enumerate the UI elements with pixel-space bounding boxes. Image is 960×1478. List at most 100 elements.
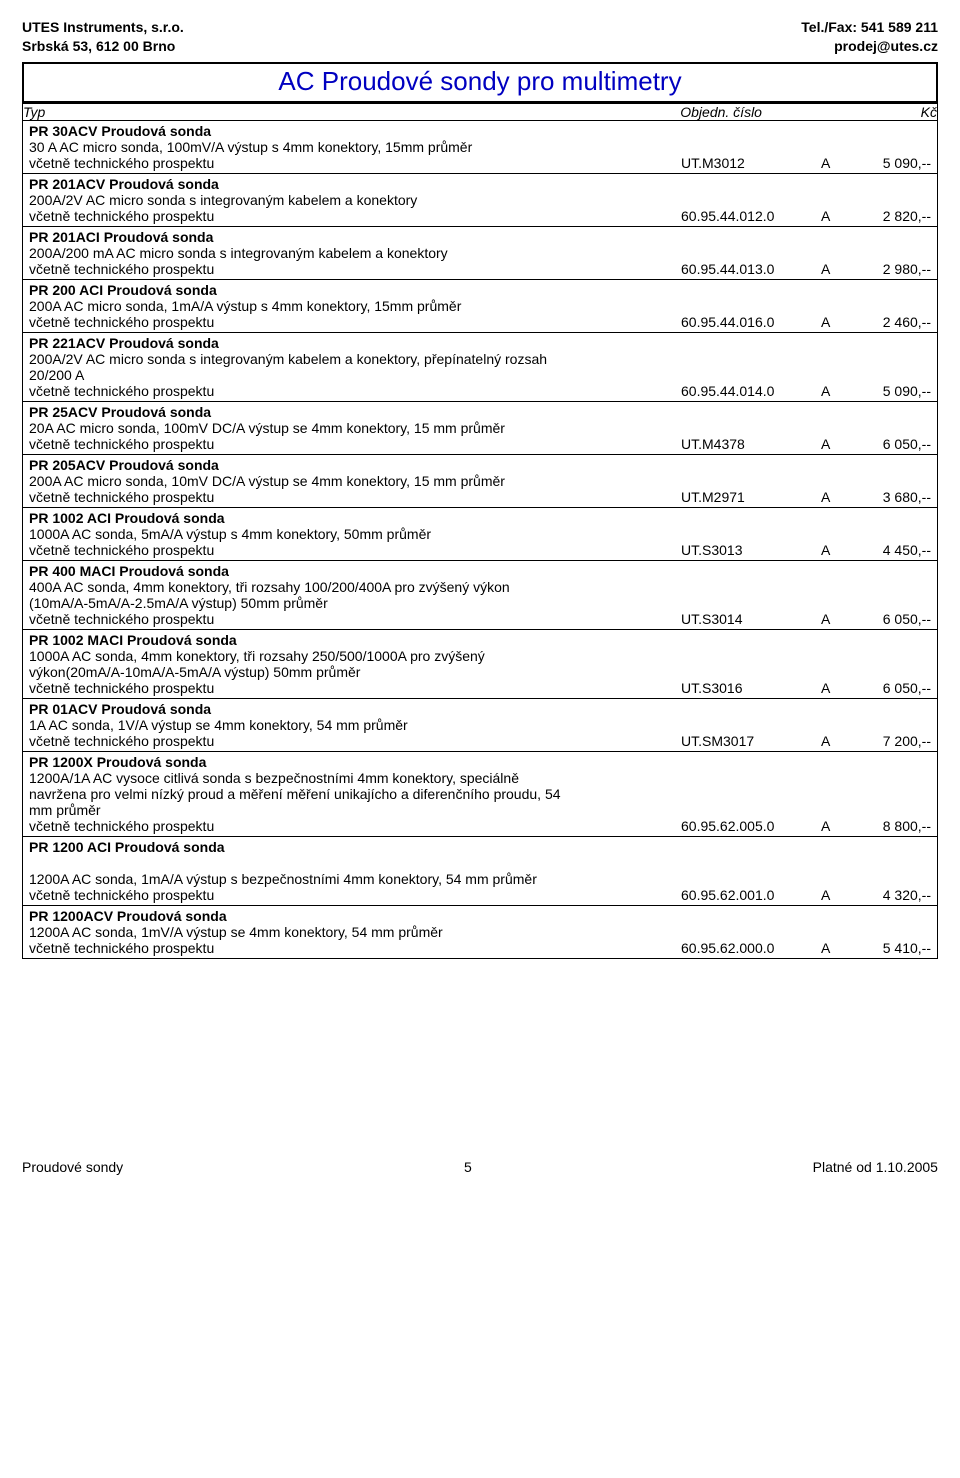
product-code: 60.95.62.001.0 — [681, 887, 821, 903]
footer-page: 5 — [464, 1159, 472, 1175]
product-avail: A — [821, 940, 851, 956]
product-desc-line: 200A/200 mA AC micro sonda s integrovaný… — [29, 245, 931, 261]
company-header: UTES Instruments, s.r.o. Srbská 53, 612 … — [22, 18, 938, 56]
product-desc-line: 1A AC sonda, 1V/A výstup se 4mm konektor… — [29, 717, 931, 733]
product-desc-line: 200A AC micro sonda, 10mV DC/A výstup se… — [29, 473, 931, 489]
product-note: včetně technického prospektu — [29, 818, 681, 834]
product-desc-line: 200A/2V AC micro sonda s integrovaným ka… — [29, 192, 931, 208]
product-avail: A — [821, 208, 851, 224]
product-code: UT.M2971 — [681, 489, 821, 505]
product-desc-line: 1200A AC sonda, 1mV/A výstup se 4mm kone… — [29, 924, 931, 940]
product-price: 5 090,-- — [851, 155, 931, 171]
product-block: PR 25ACV Proudová sonda20A AC micro sond… — [23, 401, 937, 454]
product-code: UT.M4378 — [681, 436, 821, 452]
product-price: 2 460,-- — [851, 314, 931, 330]
product-code: 60.95.44.014.0 — [681, 383, 821, 399]
product-desc-line: 1200A AC sonda, 1mA/A výstup s bezpečnos… — [29, 871, 931, 887]
product-note: včetně technického prospektu — [29, 940, 681, 956]
product-note: včetně technického prospektu — [29, 436, 681, 452]
product-price-row: včetně technického prospektu60.95.44.016… — [29, 314, 931, 330]
product-name: PR 205ACV Proudová sonda — [29, 457, 931, 473]
product-desc-line: 400A AC sonda, 4mm konektory, tři rozsah… — [29, 579, 931, 595]
product-note: včetně technického prospektu — [29, 383, 681, 399]
product-block: PR 1002 MACI Proudová sonda1000A AC sond… — [23, 629, 937, 698]
product-price-row: včetně technického prospektu60.95.62.005… — [29, 818, 931, 834]
product-price-row: včetně technického prospektuUT.S3013A4 4… — [29, 542, 931, 558]
product-avail: A — [821, 261, 851, 277]
product-desc-line: 200A/2V AC micro sonda s integrovaným ka… — [29, 351, 931, 367]
company-address: Srbská 53, 612 00 Brno — [22, 37, 184, 56]
product-desc-line: 1000A AC sonda, 5mA/A výstup s 4mm konek… — [29, 526, 931, 542]
product-price: 8 800,-- — [851, 818, 931, 834]
product-code: 60.95.44.016.0 — [681, 314, 821, 330]
product-avail: A — [821, 489, 851, 505]
product-price: 4 450,-- — [851, 542, 931, 558]
product-note: včetně technického prospektu — [29, 733, 681, 749]
product-name: PR 221ACV Proudová sonda — [29, 335, 931, 351]
product-block: PR 221ACV Proudová sonda200A/2V AC micro… — [23, 332, 937, 401]
product-desc-line: 200A AC micro sonda, 1mA/A výstup s 4mm … — [29, 298, 931, 314]
product-name: PR 200 ACI Proudová sonda — [29, 282, 931, 298]
product-note: včetně technického prospektu — [29, 489, 681, 505]
product-avail: A — [821, 818, 851, 834]
product-avail: A — [821, 887, 851, 903]
product-price-row: včetně technického prospektuUT.S3014A6 0… — [29, 611, 931, 627]
product-price: 3 680,-- — [851, 489, 931, 505]
product-avail: A — [821, 436, 851, 452]
product-avail: A — [821, 733, 851, 749]
product-desc-line: navržena pro velmi nízký proud a měření … — [29, 786, 931, 802]
product-note: včetně technického prospektu — [29, 611, 681, 627]
product-code: UT.M3012 — [681, 155, 821, 171]
product-price: 6 050,-- — [851, 436, 931, 452]
product-block: PR 201ACV Proudová sonda200A/2V AC micro… — [23, 173, 937, 226]
product-name: PR 201ACI Proudová sonda — [29, 229, 931, 245]
product-block: PR 1200X Proudová sonda1200A/1A AC vysoc… — [23, 751, 937, 836]
product-desc-line: výkon(20mA/A-10mA/A-5mA/A výstup) 50mm p… — [29, 664, 931, 680]
product-avail: A — [821, 383, 851, 399]
product-price-row: včetně technického prospektuUT.M2971A3 6… — [29, 489, 931, 505]
footer-left: Proudové sondy — [22, 1159, 123, 1175]
product-avail: A — [821, 680, 851, 696]
product-desc-line: 1200A/1A AC vysoce citlivá sonda s bezpe… — [29, 770, 931, 786]
product-price-row: včetně technického prospektu60.95.44.013… — [29, 261, 931, 277]
product-name: PR 30ACV Proudová sonda — [29, 123, 931, 139]
product-block: PR 200 ACI Proudová sonda200A AC micro s… — [23, 279, 937, 332]
product-price: 6 050,-- — [851, 680, 931, 696]
product-desc-line — [29, 855, 931, 871]
product-price-row: včetně technického prospektuUT.SM3017A7 … — [29, 733, 931, 749]
footer-right: Platné od 1.10.2005 — [813, 1159, 938, 1175]
product-code: 60.95.44.013.0 — [681, 261, 821, 277]
col-avail — [824, 103, 855, 120]
product-note: včetně technického prospektu — [29, 314, 681, 330]
product-avail: A — [821, 611, 851, 627]
product-code: UT.S3013 — [681, 542, 821, 558]
product-price: 5 410,-- — [851, 940, 931, 956]
product-price-row: včetně technického prospektuUT.S3016A6 0… — [29, 680, 931, 696]
product-name: PR 1002 MACI Proudová sonda — [29, 632, 931, 648]
product-block: PR 1200ACV Proudová sonda1200A AC sonda,… — [23, 905, 937, 958]
product-price-row: včetně technického prospektu60.95.62.000… — [29, 940, 931, 956]
product-price: 4 320,-- — [851, 887, 931, 903]
product-price-row: včetně technického prospektu60.95.62.001… — [29, 887, 931, 903]
product-desc-line: 1000A AC sonda, 4mm konektory, tři rozsa… — [29, 648, 931, 664]
product-desc-line: (10mA/A-5mA/A-2.5mA/A výstup) 50mm průmě… — [29, 595, 931, 611]
product-code: UT.S3016 — [681, 680, 821, 696]
product-name: PR 01ACV Proudová sonda — [29, 701, 931, 717]
product-name: PR 1200ACV Proudová sonda — [29, 908, 931, 924]
company-email: prodej@utes.cz — [801, 37, 938, 56]
product-desc-line: 20A AC micro sonda, 100mV DC/A výstup se… — [29, 420, 931, 436]
product-desc-line: 30 A AC micro sonda, 100mV/A výstup s 4m… — [29, 139, 931, 155]
product-price: 2 980,-- — [851, 261, 931, 277]
product-price-row: včetně technického prospektu60.95.44.012… — [29, 208, 931, 224]
product-avail: A — [821, 314, 851, 330]
product-price: 6 050,-- — [851, 611, 931, 627]
product-note: včetně technického prospektu — [29, 680, 681, 696]
product-note: včetně technického prospektu — [29, 542, 681, 558]
company-phone: Tel./Fax: 541 589 211 — [801, 18, 938, 37]
product-price: 7 200,-- — [851, 733, 931, 749]
page-title-box: AC Proudové sondy pro multimetry — [22, 62, 938, 103]
product-price-row: včetně technického prospektuUT.M4378A6 0… — [29, 436, 931, 452]
product-note: včetně technického prospektu — [29, 208, 681, 224]
product-name: PR 1002 ACI Proudová sonda — [29, 510, 931, 526]
product-code: UT.SM3017 — [681, 733, 821, 749]
